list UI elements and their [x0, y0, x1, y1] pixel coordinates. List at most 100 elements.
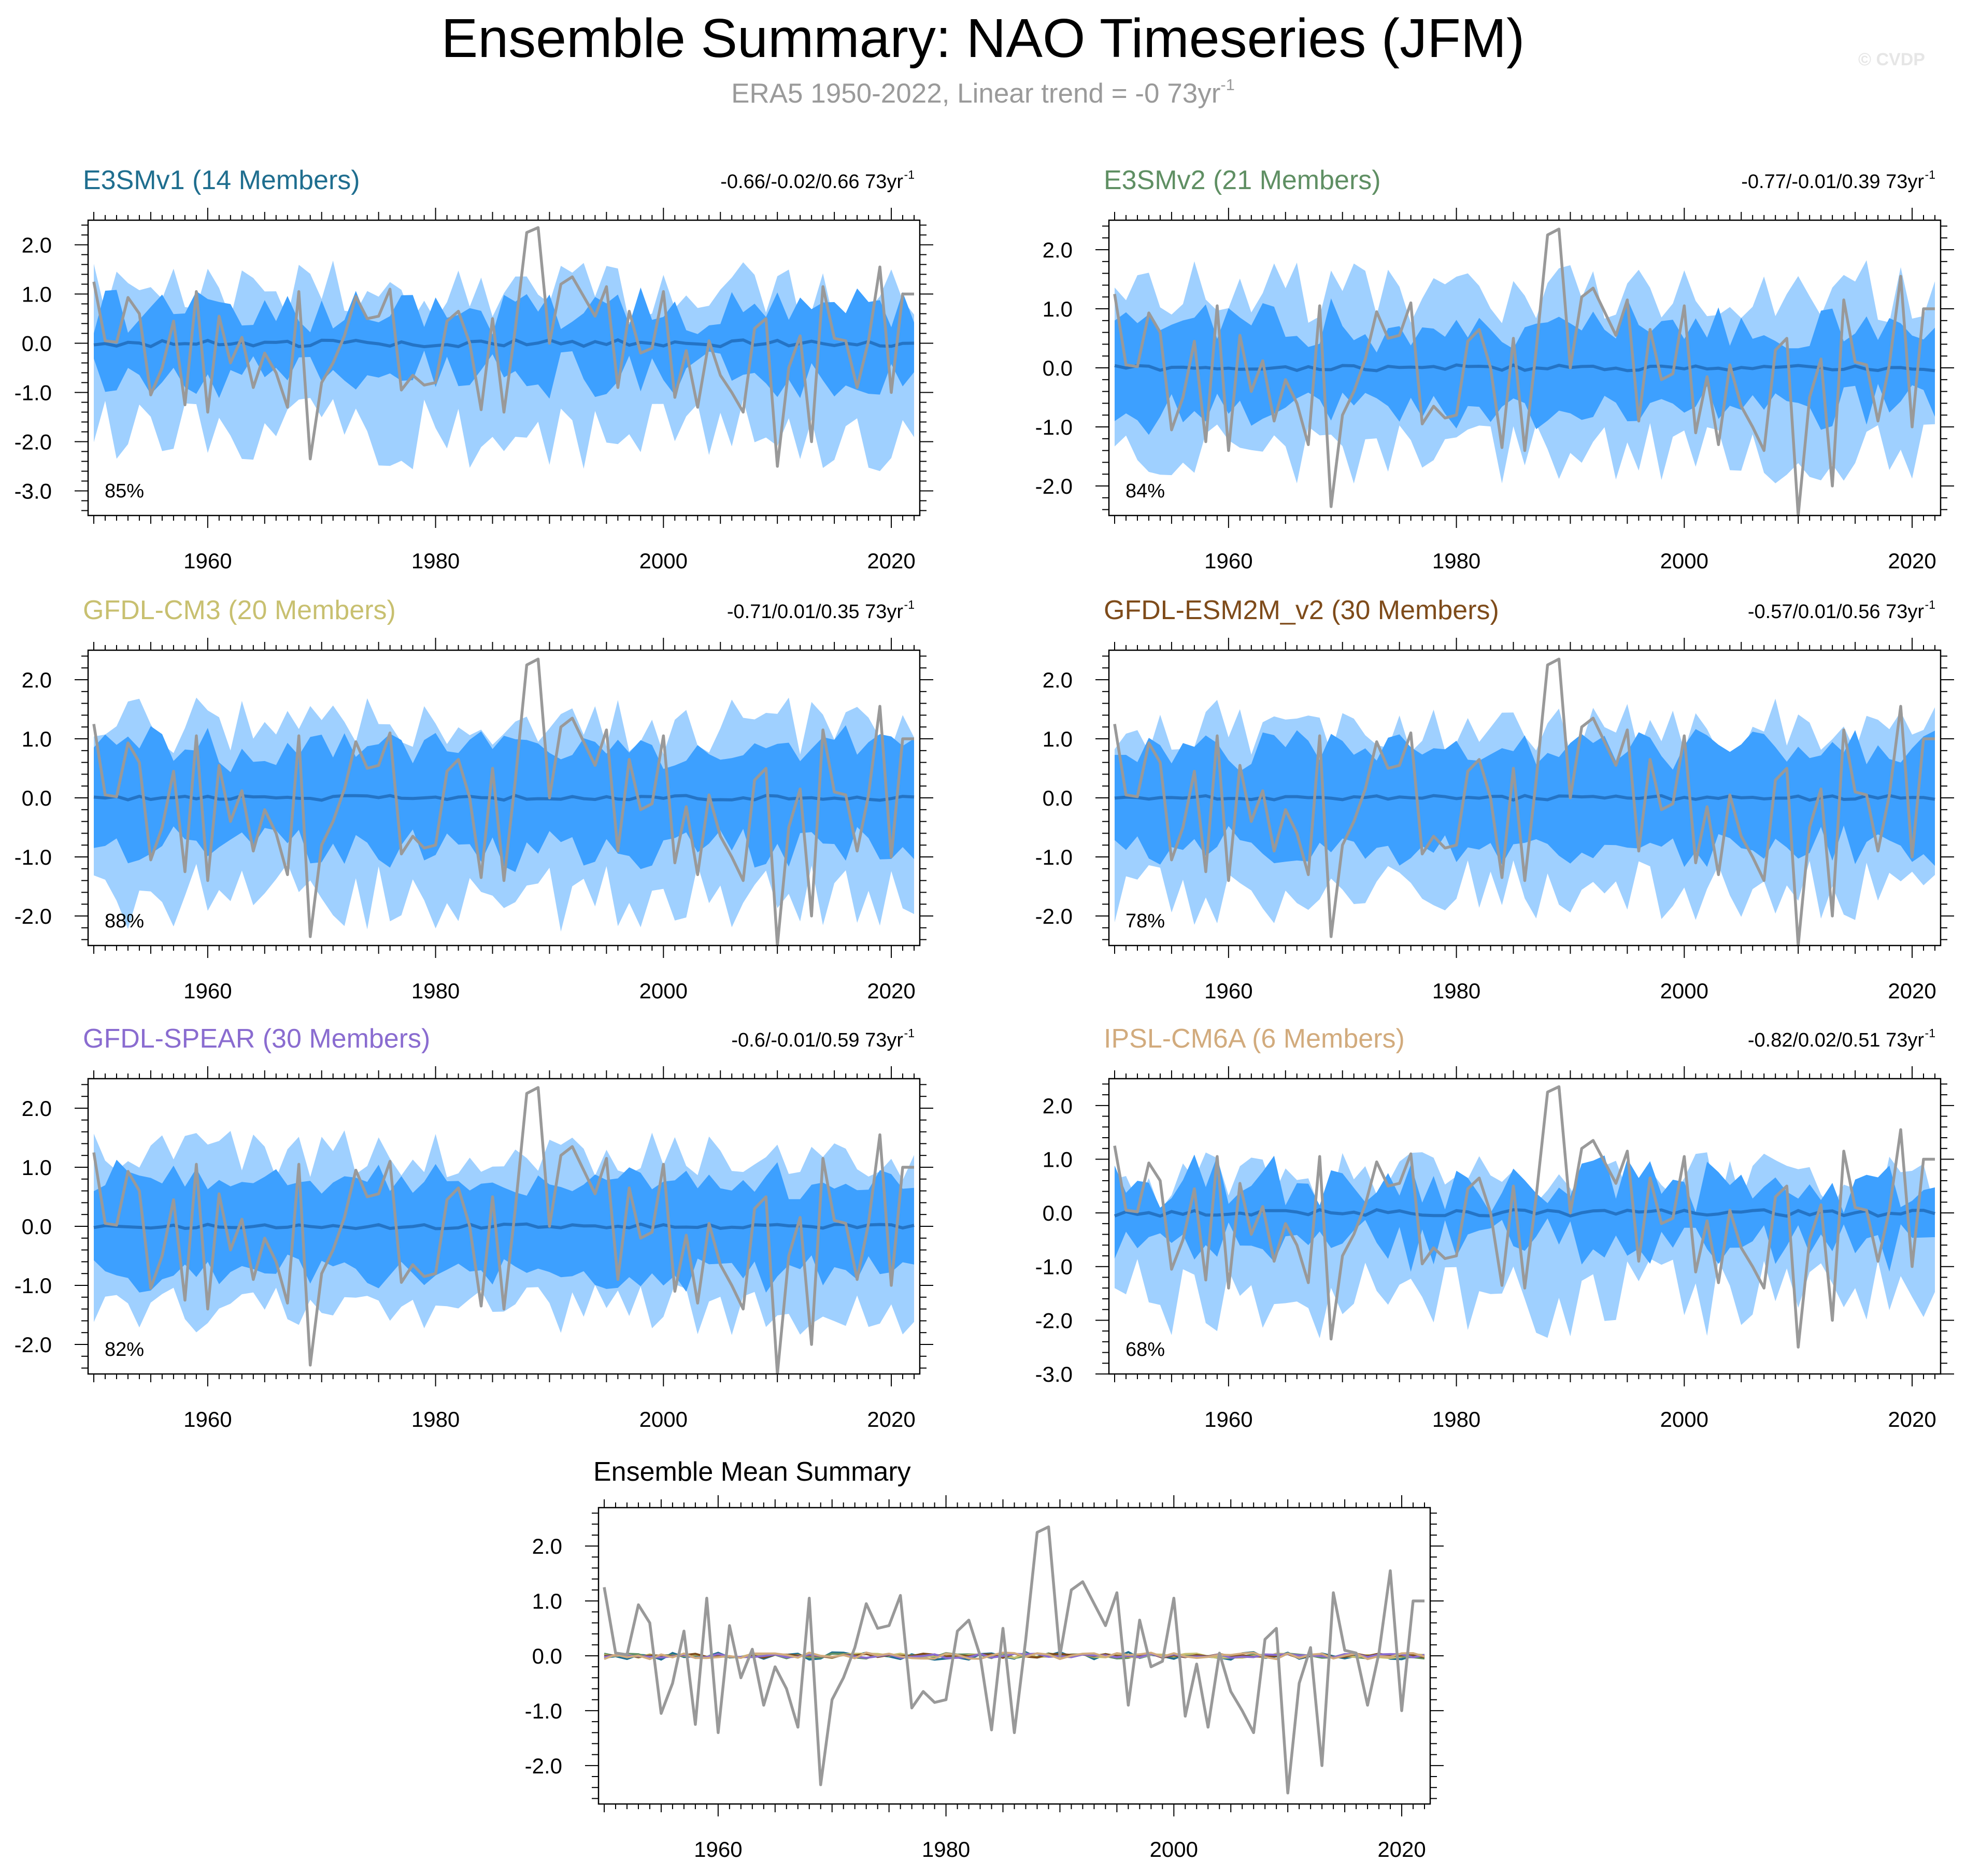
x-tick-label: 1960	[183, 1407, 232, 1431]
era5-observed-line	[1113, 657, 1935, 946]
y-tick-label: 1.0	[1043, 1147, 1073, 1171]
y-tick-label: -1.0	[525, 1699, 562, 1723]
x-tick-label: 1980	[1432, 979, 1480, 1003]
y-tick-label: -2.0	[1035, 474, 1073, 498]
y-tick-label: 0.0	[532, 1644, 562, 1668]
y-tick-label: -3.0	[15, 479, 52, 504]
x-tick-label: 1980	[411, 549, 460, 573]
x-tick-label: 2020	[867, 1407, 915, 1431]
y-tick-label: 2.0	[532, 1534, 562, 1558]
y-tick-label: -1.0	[1035, 1255, 1073, 1279]
percent-label: 88%	[105, 910, 144, 932]
y-tick-label: 2.0	[22, 668, 52, 692]
y-tick-label: 2.0	[22, 1096, 52, 1121]
x-tick-label: 2020	[1888, 1407, 1936, 1431]
plot-area	[1113, 657, 1935, 946]
panel-title: Ensemble Mean Summary	[593, 1457, 911, 1487]
x-tick-label: 2000	[1660, 979, 1708, 1003]
era5-observed-line	[92, 657, 914, 946]
trend-superscript: -1	[1925, 1026, 1935, 1040]
y-tick-label: -1.0	[1035, 845, 1073, 869]
x-tick-label: 1960	[694, 1837, 742, 1861]
panel-middle-left: -2.0 -1.0 0.0 1.0 2.0 1960 1980 2000 2020 GFDL-CM…	[15, 595, 933, 1003]
x-tick-label: 2000	[639, 1407, 688, 1431]
x-tick-label: 1960	[183, 549, 232, 573]
trend-label: -0.71/0.01/0.35 73yr	[727, 601, 903, 623]
y-tick-label: 1.0	[22, 282, 52, 307]
trend-superscript: -1	[904, 1026, 915, 1040]
figure-title: Ensemble Summary: NAO Timeseries (JFM)	[441, 8, 1525, 69]
y-tick-label: 1.0	[1043, 297, 1073, 321]
panel-title: GFDL-SPEAR (30 Members)	[83, 1024, 430, 1054]
percent-label: 85%	[105, 480, 144, 502]
trend-label: -0.82/0.02/0.51 73yr	[1748, 1029, 1924, 1051]
trend-label: -0.6/-0.01/0.59 73yr	[731, 1029, 903, 1051]
trend-superscript: -1	[1925, 598, 1935, 611]
era5-observed-line	[1113, 1085, 1935, 1349]
panel-bottom-center: -2.0 -1.0 0.0 1.0 2.0 1960 1980 2000 2020 Ensembl…	[525, 1457, 1444, 1861]
panel-title: IPSL-CM6A (6 Members)	[1104, 1024, 1405, 1054]
panel-title: GFDL-ESM2M_v2 (30 Members)	[1104, 595, 1499, 625]
panel-top-right: -2.0 -1.0 0.0 1.0 2.0 1960 1980 2000 2020 E3SMv2 …	[1035, 165, 1954, 573]
y-tick-label: 1.0	[22, 1155, 52, 1180]
panel-title: GFDL-CM3 (20 Members)	[83, 595, 396, 625]
trend-label: -0.77/-0.01/0.39 73yr	[1741, 171, 1924, 193]
era5-observed-line	[92, 226, 914, 468]
y-tick-label: 0.0	[1043, 1201, 1073, 1225]
x-tick-label: 1960	[183, 979, 232, 1003]
x-tick-label: 2020	[867, 549, 915, 573]
inner-spread-band	[94, 287, 914, 399]
x-tick-label: 1980	[411, 979, 460, 1003]
y-tick-label: -2.0	[15, 430, 52, 454]
y-tick-label: 2.0	[1043, 238, 1073, 262]
y-tick-label: 1.0	[532, 1589, 562, 1613]
subtitle-superscript: -1	[1220, 76, 1235, 94]
inner-spread-band	[94, 1159, 914, 1293]
y-tick-label: -2.0	[1035, 904, 1073, 928]
inner-spread-band	[1115, 298, 1935, 435]
plot-area	[1113, 227, 1935, 515]
trend-superscript: -1	[904, 168, 915, 181]
x-tick-label: 1960	[1204, 549, 1252, 573]
ensemble-mean-line	[93, 338, 915, 349]
y-tick-label: -2.0	[525, 1754, 562, 1778]
x-tick-label: 1980	[922, 1837, 970, 1861]
y-tick-label: 2.0	[22, 233, 52, 257]
x-tick-label: 1960	[1204, 1407, 1252, 1431]
percent-label: 82%	[105, 1339, 144, 1361]
y-tick-label: -1.0	[15, 381, 52, 405]
trend-superscript: -1	[904, 598, 915, 611]
percent-label: 68%	[1126, 1339, 1165, 1361]
inner-spread-band	[1115, 1154, 1935, 1272]
inner-spread-band	[1115, 729, 1935, 867]
x-tick-label: 2000	[1150, 1837, 1198, 1861]
percent-label: 84%	[1126, 480, 1165, 502]
y-tick-label: 2.0	[1043, 1094, 1073, 1118]
ensemble-mean-line	[1114, 363, 1935, 373]
percent-label: 78%	[1126, 910, 1165, 932]
y-tick-label: -3.0	[1035, 1362, 1073, 1386]
x-tick-label: 2000	[639, 549, 688, 573]
x-tick-label: 1980	[411, 1407, 460, 1431]
trend-label: -0.66/-0.02/0.66 73yr	[720, 171, 903, 193]
x-tick-label: 2020	[1377, 1837, 1426, 1861]
y-tick-label: 2.0	[1043, 668, 1073, 692]
y-tick-label: -2.0	[15, 904, 52, 928]
plot-area	[92, 1086, 915, 1374]
x-tick-label: 2020	[1888, 549, 1936, 573]
panel-top-left: -3.0 -2.0 -1.0 0.0 1.0 2.0 1960 1980 2000 2020 E3S…	[15, 165, 933, 573]
y-tick-label: -2.0	[1035, 1308, 1073, 1333]
era5-observed-line	[603, 1525, 1424, 1795]
y-tick-label: 0.0	[22, 1214, 52, 1239]
y-tick-label: -2.0	[15, 1333, 52, 1357]
panel-title: E3SMv2 (21 Members)	[1104, 165, 1381, 195]
y-tick-label: 0.0	[22, 332, 52, 356]
x-tick-label: 2020	[1888, 979, 1936, 1003]
plot-area	[1113, 1085, 1935, 1349]
model-mean-line	[604, 1651, 1425, 1660]
y-tick-label: -1.0	[15, 845, 52, 869]
y-tick-label: 0.0	[22, 786, 52, 810]
subtitle-text: ERA5 1950-2022, Linear trend = -0 73yr	[731, 78, 1221, 109]
y-tick-label: 1.0	[1043, 727, 1073, 751]
